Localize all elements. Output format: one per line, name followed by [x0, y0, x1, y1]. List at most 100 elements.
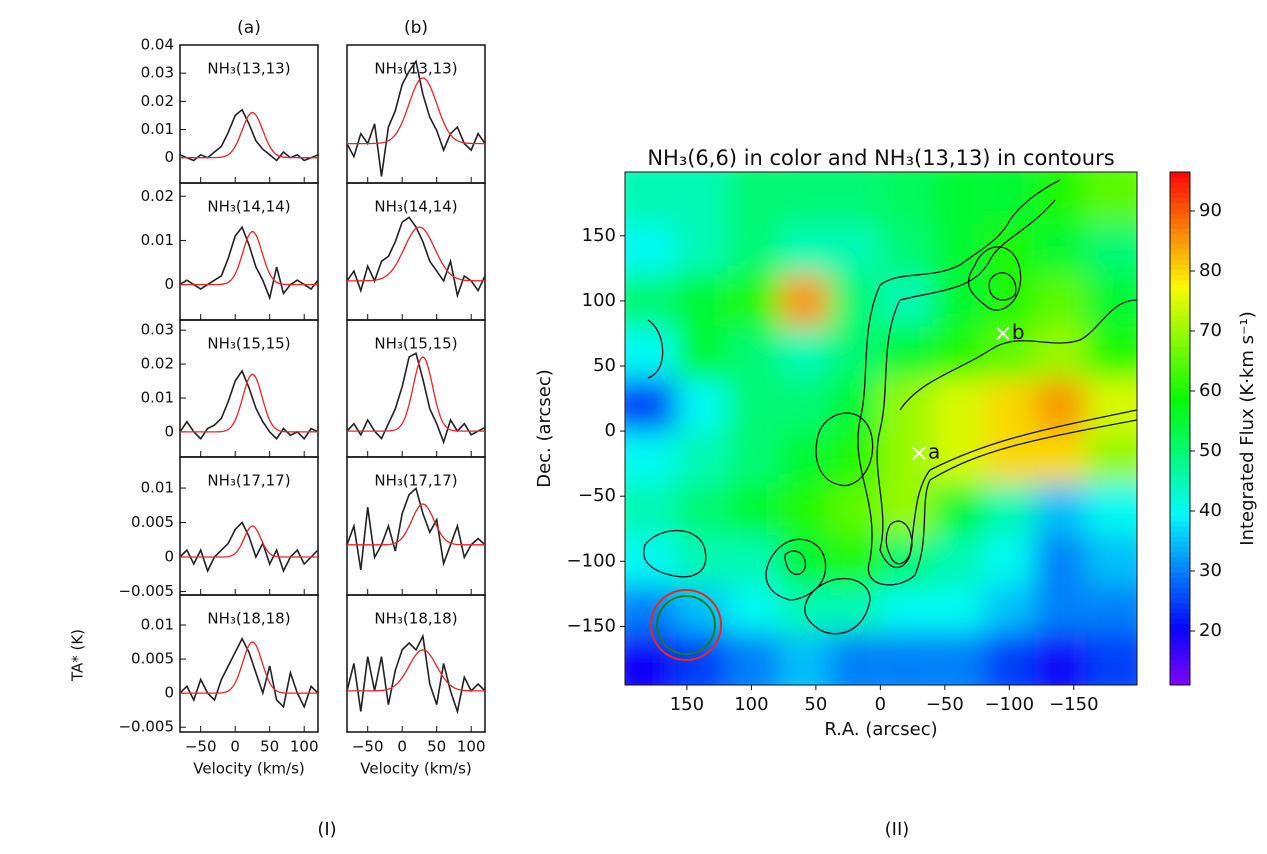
- heatmap-cell: [932, 632, 984, 685]
- fit-curve: [180, 525, 318, 558]
- y-tick-label: 0.005: [131, 650, 174, 668]
- x-tick-label: −150: [1049, 694, 1098, 715]
- colorbar-step: [1170, 330, 1190, 337]
- colorbar-step: [1170, 304, 1190, 312]
- colorbar-step: [1170, 171, 1190, 178]
- heatmap-cell: [881, 632, 933, 685]
- colorbar-tick-label: 90: [1199, 200, 1222, 221]
- fit-curve: [347, 226, 485, 282]
- colorbar-step: [1170, 463, 1190, 471]
- beam: [650, 589, 722, 661]
- colorbar-step: [1170, 320, 1190, 327]
- plot-frame: [624, 171, 1138, 686]
- heatmap-cell: [727, 326, 779, 381]
- x-tick-label: 0: [230, 738, 240, 756]
- heatmap-cell: [829, 379, 881, 433]
- heatmap-cell: [625, 326, 677, 381]
- heatmap-cell: [932, 224, 984, 278]
- colorbar-step: [1170, 422, 1190, 429]
- heatmap-cell: [1034, 431, 1086, 485]
- colorbar-tick-label: 30: [1199, 560, 1222, 581]
- heatmap-cell: [829, 224, 881, 278]
- colorbar-step: [1170, 556, 1190, 563]
- colorbar-frame: [1169, 171, 1191, 686]
- colorbar-step: [1170, 243, 1190, 250]
- colorbar-step: [1170, 207, 1190, 214]
- colorbar-step: [1170, 663, 1190, 671]
- fit-curve: [347, 649, 485, 692]
- colorbar-step: [1170, 587, 1190, 594]
- heatmap-cell: [1086, 224, 1137, 278]
- x-tick-label: 100: [734, 694, 768, 715]
- heatmap-cell: [984, 326, 1036, 381]
- fit-curve: [347, 503, 485, 546]
- colorbar-step: [1170, 407, 1190, 414]
- colorbar-step: [1170, 648, 1190, 655]
- x-tick-label: −100: [985, 694, 1034, 715]
- x-tick-label: 0: [875, 694, 886, 715]
- y-tick-label: 0.01: [141, 231, 174, 249]
- heatmap-cell: [675, 535, 728, 589]
- x-axis-label: Velocity (km/s): [360, 760, 471, 778]
- heatmap-cell: [625, 535, 677, 589]
- colorbar-step: [1170, 443, 1190, 450]
- heatmap-cell: [829, 274, 881, 328]
- marker-label: a: [928, 440, 940, 464]
- spectrum-line: [346, 352, 486, 445]
- colorbar-tick-label: 40: [1199, 500, 1222, 521]
- colorbar-step: [1170, 227, 1190, 235]
- heatmap-cell: [625, 431, 677, 485]
- x-tick-label: 0: [397, 738, 407, 756]
- x-tick-label: −50: [185, 738, 217, 756]
- colorbar-step: [1170, 669, 1190, 676]
- colorbar-step: [1170, 545, 1190, 553]
- fit-curve: [347, 77, 485, 145]
- colorbar-step: [1170, 428, 1190, 435]
- colorbar-step: [1170, 448, 1190, 455]
- colorbar-step: [1170, 510, 1190, 517]
- colorbar-step: [1170, 397, 1190, 404]
- heatmap-cell: [932, 586, 984, 640]
- fit-curve: [347, 356, 485, 432]
- heatmap-cell: [1086, 535, 1137, 589]
- y-tick-label: −0.005: [118, 582, 174, 600]
- column-title: (b): [404, 18, 428, 38]
- heatmap-cell: [625, 224, 677, 278]
- colorbar-step: [1170, 494, 1190, 501]
- heatmap-cell: [727, 483, 779, 537]
- panel-frame: [346, 594, 486, 733]
- y-tick-label: 0: [605, 420, 616, 441]
- panel-label: NH₃(14,14): [374, 198, 457, 216]
- colorbar-step: [1170, 310, 1190, 317]
- heatmap-cell: [727, 224, 779, 278]
- colorbar-step: [1170, 643, 1190, 650]
- colorbar-step: [1170, 479, 1190, 486]
- colorbar-step: [1170, 222, 1190, 229]
- panel-label: NH₃(17,17): [207, 472, 290, 490]
- spectrum-line: [179, 636, 319, 709]
- heatmap-cell: [1086, 379, 1137, 433]
- y-tick-label: 0.03: [141, 64, 174, 82]
- colorbar-tick-label: 80: [1199, 260, 1222, 281]
- heatmap-cell: [1086, 274, 1137, 328]
- heatmap-cell: [984, 172, 1036, 226]
- y-tick-label: 0.01: [141, 615, 174, 633]
- y-tick-label: −100: [567, 550, 616, 571]
- heatmap-cell: [675, 224, 728, 278]
- heatmap-cells: [625, 172, 1137, 685]
- colorbar-step: [1170, 612, 1190, 619]
- y-tick-label: 0.03: [141, 321, 174, 339]
- colorbar-step: [1170, 571, 1190, 578]
- colorbar-step: [1170, 233, 1190, 240]
- heatmap-cell: [675, 632, 728, 685]
- spectrum-line: [179, 369, 319, 440]
- heatmap-cell: [932, 172, 984, 226]
- heatmap-cell: [625, 586, 677, 640]
- colorbar-step: [1170, 392, 1190, 399]
- colorbar-step: [1170, 345, 1190, 353]
- colorbar-tick-label: 50: [1199, 440, 1222, 461]
- column-title: (a): [237, 18, 261, 38]
- map-figure: NH₃(6,6) in color and NH₃(13,13) in cont…: [534, 146, 1258, 740]
- heatmap-cell: [625, 172, 677, 226]
